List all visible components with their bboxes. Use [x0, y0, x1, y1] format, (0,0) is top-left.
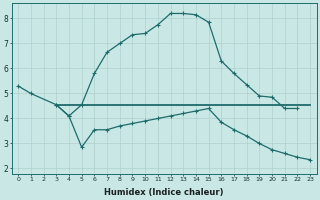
X-axis label: Humidex (Indice chaleur): Humidex (Indice chaleur)	[104, 188, 224, 197]
